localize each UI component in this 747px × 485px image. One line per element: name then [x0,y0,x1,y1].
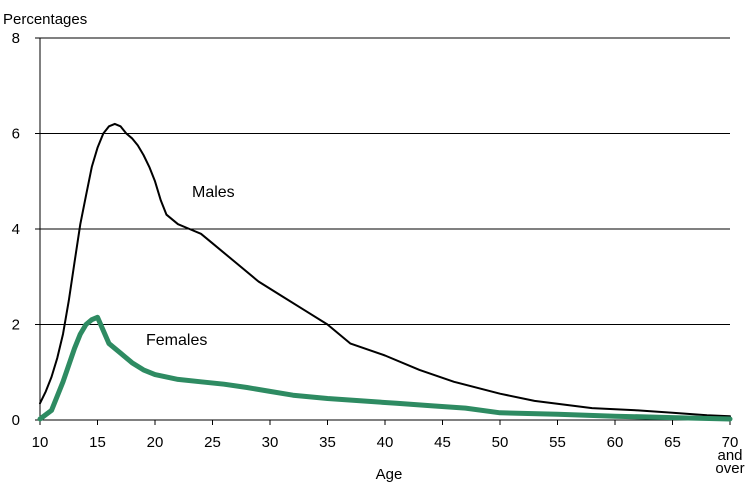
x-tick-label: 65 [664,434,681,451]
x-tick-label: 10 [32,434,49,451]
x-tick-label-last: and [717,447,742,464]
x-tick-label: 45 [434,434,451,451]
gridlines [40,37,730,325]
x-tick-label: 30 [262,434,279,451]
y-tick-label: 4 [12,221,20,238]
x-tick-label: 20 [147,434,164,451]
series-line-females [37,314,733,422]
x-tick-label: 60 [607,434,624,451]
x-tick-label: 40 [377,434,394,451]
x-axis-label: Age [376,466,403,483]
series-lines [37,122,733,422]
x-tick-label: 50 [492,434,509,451]
x-tick-label: 15 [89,434,106,451]
x-tick-label: 25 [204,434,221,451]
series-label-males: Males [192,184,235,201]
series-label-females: Females [146,332,207,349]
y-tick-label: 2 [12,317,20,334]
y-tick-labels: 0 2 4 6 8 [12,30,20,429]
y-tick-label: 6 [12,126,20,143]
y-axis-label: Percentages [3,11,87,28]
x-tick-label: 35 [319,434,336,451]
series-line-males [39,122,731,418]
x-tick-label-last: over [715,460,744,477]
x-tick-label-last: 70 [722,434,739,451]
x-tick-label: 55 [549,434,566,451]
y-tick-label: 8 [12,30,20,47]
y-tick-label: 0 [12,412,20,429]
